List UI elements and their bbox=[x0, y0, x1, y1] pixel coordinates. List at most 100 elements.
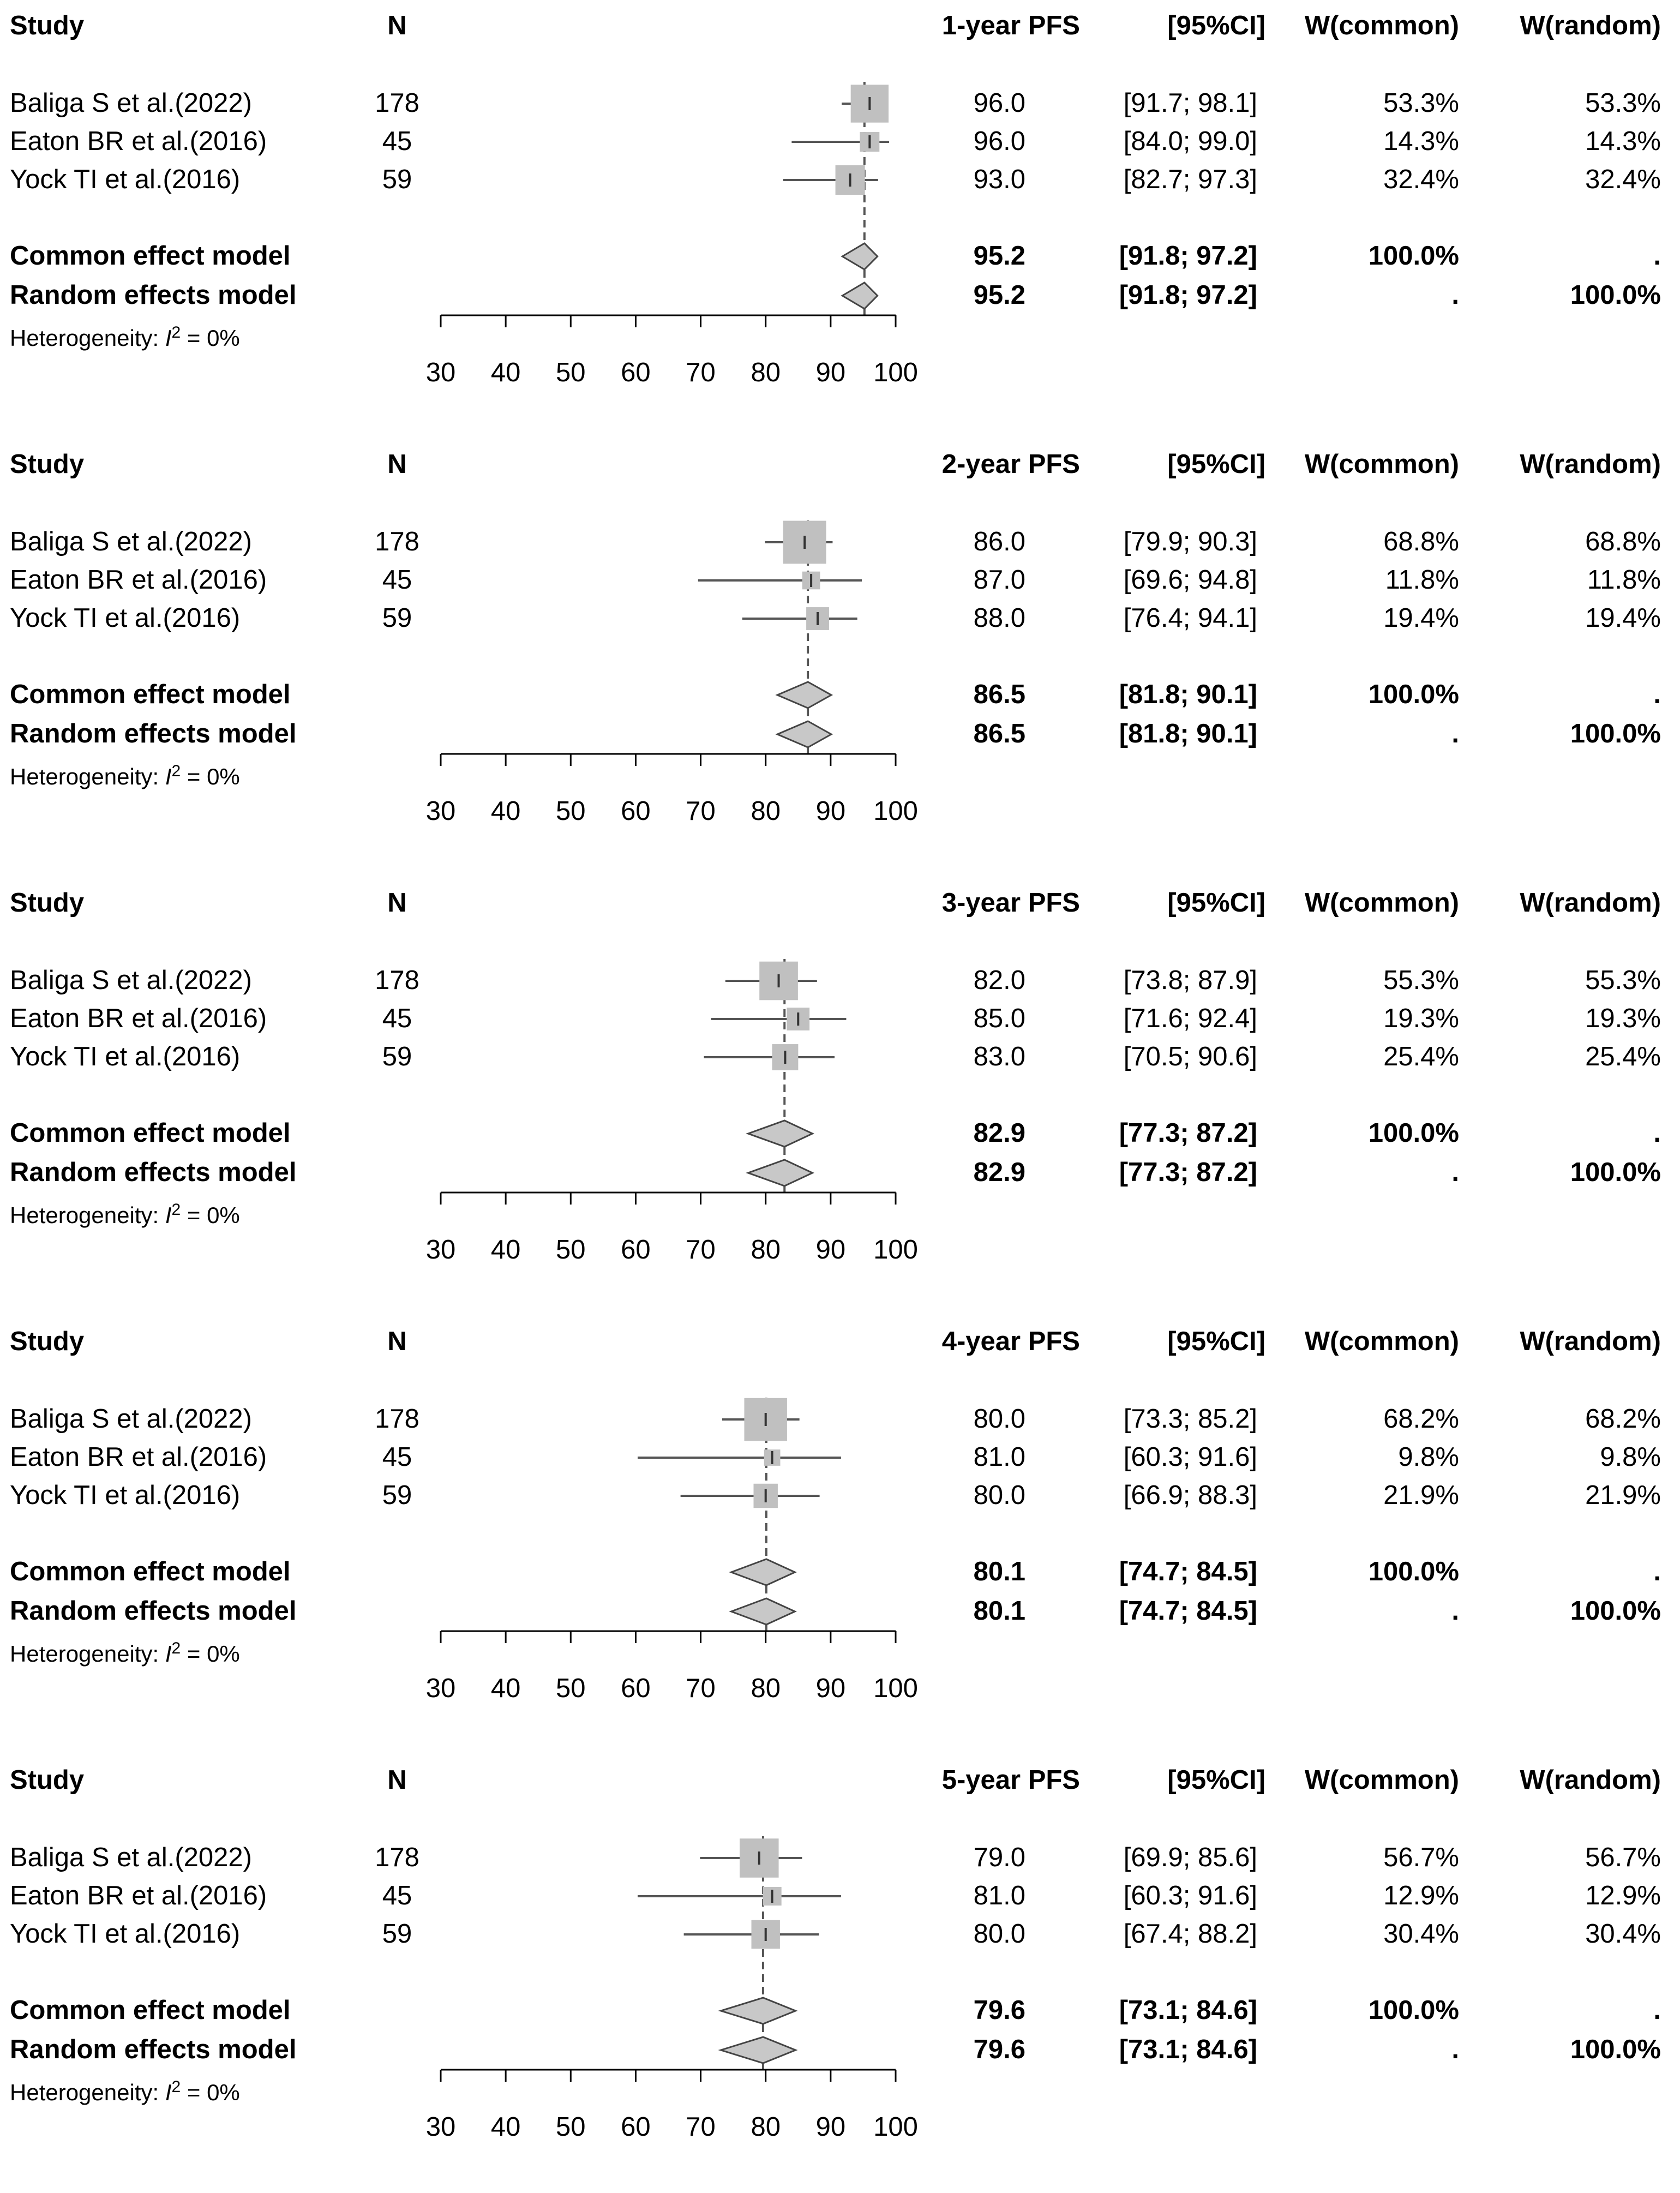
heterogeneity-suffix: = 0% bbox=[181, 764, 240, 789]
study-estimate: 81.0 bbox=[973, 1881, 1025, 1910]
heterogeneity-prefix: Heterogeneity: bbox=[10, 764, 165, 789]
x-axis-tick-label: 100 bbox=[873, 2112, 918, 2142]
study-n: 59 bbox=[382, 165, 412, 194]
study-name: Yock TI et al.(2016) bbox=[10, 165, 241, 194]
study-estimate: 85.0 bbox=[973, 1004, 1025, 1033]
random-effects-diamond bbox=[775, 720, 833, 748]
common-effect-weight-random: . bbox=[1653, 1996, 1661, 2025]
study-ci: [73.3; 85.2] bbox=[1123, 1404, 1257, 1434]
study-weight-common: 25.4% bbox=[1383, 1042, 1459, 1071]
random-effects-estimate: 95.2 bbox=[973, 280, 1025, 310]
study-n: 45 bbox=[382, 1442, 412, 1472]
heterogeneity-label: Heterogeneity: I2 = 0% bbox=[10, 325, 240, 350]
study-weight-common: 53.3% bbox=[1383, 88, 1459, 118]
heterogeneity-superscript: 2 bbox=[171, 2078, 181, 2096]
study-weight-common: 9.8% bbox=[1398, 1442, 1459, 1472]
forest-panel-5: Study N 5-year PFS [95%CI] W(common) W(random… bbox=[0, 1754, 1680, 2193]
study-name: Baliga S et al.(2022) bbox=[10, 966, 252, 995]
study-weight-random: 14.3% bbox=[1585, 127, 1661, 156]
study-weight-common: 11.8% bbox=[1385, 565, 1459, 595]
random-effects-ci: [77.3; 87.2] bbox=[1119, 1158, 1257, 1187]
heterogeneity-label: Heterogeneity: I2 = 0% bbox=[10, 763, 240, 788]
forest-plot-svg bbox=[440, 520, 897, 766]
common-effect-model-label: Common effect model bbox=[10, 1118, 291, 1148]
x-axis-tick-label: 80 bbox=[751, 358, 781, 387]
heterogeneity-label: Heterogeneity: I2 = 0% bbox=[10, 1202, 240, 1227]
x-axis-tick-label: 30 bbox=[425, 1674, 456, 1703]
study-weight-random: 19.4% bbox=[1585, 603, 1661, 633]
ci-column-header: [95%CI] bbox=[1167, 11, 1265, 40]
random-effects-weight-common: . bbox=[1451, 719, 1459, 748]
heterogeneity-superscript: 2 bbox=[171, 762, 181, 780]
ci-column-header: [95%CI] bbox=[1167, 888, 1265, 918]
x-axis-tick-label: 70 bbox=[686, 1674, 716, 1703]
study-ci: [60.3; 91.6] bbox=[1123, 1442, 1257, 1472]
study-name: Baliga S et al.(2022) bbox=[10, 527, 252, 556]
x-axis-tick-label: 50 bbox=[556, 796, 586, 826]
study-name: Eaton BR et al.(2016) bbox=[10, 1442, 267, 1472]
heterogeneity-symbol: I bbox=[165, 1641, 172, 1667]
random-effects-estimate: 79.6 bbox=[973, 2035, 1025, 2064]
study-n: 178 bbox=[375, 1404, 419, 1434]
study-name: Yock TI et al.(2016) bbox=[10, 1042, 241, 1071]
common-effect-ci: [81.8; 90.1] bbox=[1119, 680, 1257, 709]
heterogeneity-suffix: = 0% bbox=[181, 1202, 240, 1228]
study-name: Baliga S et al.(2022) bbox=[10, 88, 252, 118]
study-n: 178 bbox=[375, 88, 419, 118]
common-effect-ci: [91.8; 97.2] bbox=[1119, 241, 1257, 271]
x-axis-tick-label: 40 bbox=[490, 2112, 521, 2142]
x-axis-tick-label: 70 bbox=[686, 2112, 716, 2142]
w-common-column-header: W(common) bbox=[1304, 1327, 1459, 1356]
common-effect-weight-random: . bbox=[1653, 241, 1661, 271]
study-column-header: Study bbox=[10, 1327, 85, 1356]
x-axis-tick-label: 30 bbox=[425, 1235, 456, 1265]
study-estimate: 80.0 bbox=[973, 1481, 1025, 1510]
x-axis-tick-label: 30 bbox=[425, 358, 456, 387]
common-effect-diamond bbox=[729, 1558, 797, 1586]
random-effects-weight-common: . bbox=[1451, 280, 1459, 310]
n-column-header: N bbox=[387, 1765, 407, 1795]
x-axis-tick-label: 90 bbox=[815, 796, 846, 826]
study-n: 59 bbox=[382, 1481, 412, 1510]
study-estimate: 82.0 bbox=[973, 966, 1025, 995]
common-effect-diamond bbox=[841, 242, 879, 271]
study-estimate: 81.0 bbox=[973, 1442, 1025, 1472]
random-effects-model-label: Random effects model bbox=[10, 1596, 297, 1626]
study-column-header: Study bbox=[10, 11, 85, 40]
study-ci: [76.4; 94.1] bbox=[1123, 603, 1257, 633]
x-axis-tick-label: 30 bbox=[425, 796, 456, 826]
x-axis-tick-label: 60 bbox=[621, 358, 651, 387]
n-column-header: N bbox=[387, 1327, 407, 1356]
study-name: Eaton BR et al.(2016) bbox=[10, 127, 267, 156]
x-axis-tick-label: 90 bbox=[815, 358, 846, 387]
study-estimate: 96.0 bbox=[973, 88, 1025, 118]
study-column-header: Study bbox=[10, 1765, 85, 1795]
study-weight-common: 56.7% bbox=[1383, 1843, 1459, 1872]
x-axis-tick-label: 70 bbox=[686, 1235, 716, 1265]
random-effects-diamond bbox=[841, 281, 879, 310]
common-effect-weight-random: . bbox=[1653, 680, 1661, 709]
study-weight-common: 32.4% bbox=[1383, 165, 1459, 194]
x-axis-tick-label: 90 bbox=[815, 1674, 846, 1703]
study-estimate: 80.0 bbox=[973, 1919, 1025, 1949]
heterogeneity-prefix: Heterogeneity: bbox=[10, 1641, 165, 1667]
heterogeneity-prefix: Heterogeneity: bbox=[10, 325, 165, 351]
heterogeneity-symbol: I bbox=[165, 764, 172, 789]
study-estimate: 80.0 bbox=[973, 1404, 1025, 1434]
common-effect-diamond bbox=[775, 681, 833, 709]
random-effects-model-label: Random effects model bbox=[10, 280, 297, 310]
random-effects-estimate: 82.9 bbox=[973, 1158, 1025, 1187]
forest-plot-svg bbox=[440, 1398, 897, 1643]
study-name: Yock TI et al.(2016) bbox=[10, 603, 241, 633]
heterogeneity-symbol: I bbox=[165, 325, 172, 351]
common-effect-model-label: Common effect model bbox=[10, 1996, 291, 2025]
x-axis-tick-label: 100 bbox=[873, 1235, 918, 1265]
study-weight-common: 14.3% bbox=[1383, 127, 1459, 156]
study-n: 45 bbox=[382, 1004, 412, 1033]
study-weight-random: 21.9% bbox=[1585, 1481, 1661, 1510]
random-effects-model-label: Random effects model bbox=[10, 719, 297, 748]
random-effects-diamond bbox=[746, 1159, 815, 1187]
x-axis-tick-label: 80 bbox=[751, 796, 781, 826]
x-axis-tick-label: 70 bbox=[686, 358, 716, 387]
forest-plot-svg bbox=[440, 82, 897, 327]
